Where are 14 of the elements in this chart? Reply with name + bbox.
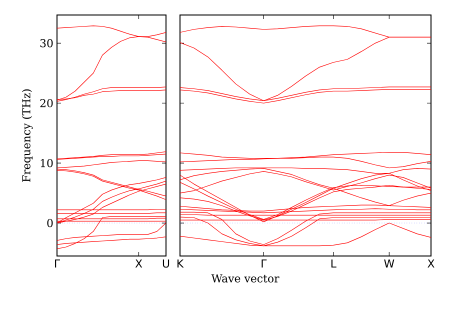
y-tick-label: 30: [40, 39, 53, 48]
y-axis-title: Frequency (THz): [22, 89, 33, 182]
y-tick-label: 20: [40, 98, 53, 108]
x-tick-label: Γ: [262, 260, 267, 268]
x-tick-label: X: [428, 260, 434, 268]
x-tick-label: X: [135, 260, 142, 268]
x-tick-label: U: [162, 260, 170, 268]
x-tick-label: K: [177, 260, 184, 268]
x-tick-label: W: [384, 260, 394, 268]
y-tick-label: 10: [40, 158, 53, 168]
x-tick-label: L: [331, 260, 336, 268]
y-tick-label: 0: [47, 218, 53, 228]
x-axis-title: Wave vector: [211, 274, 280, 282]
x-tick-label: Γ: [55, 260, 60, 268]
